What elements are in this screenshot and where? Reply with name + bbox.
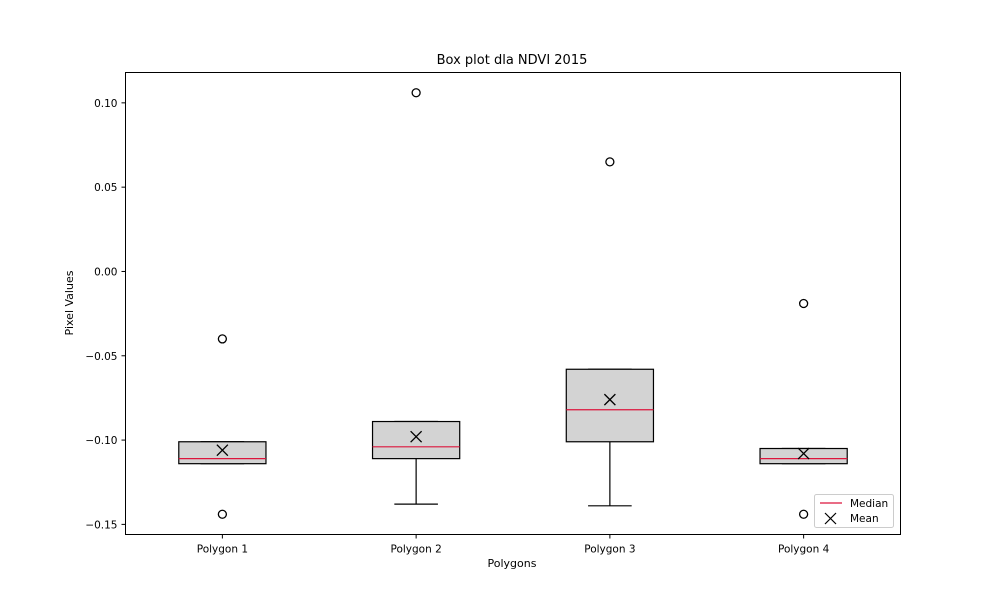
mean-marker-stroke xyxy=(797,447,810,460)
iqr-box xyxy=(371,420,461,460)
box-2 xyxy=(371,88,461,505)
mean-marker xyxy=(797,447,810,460)
boxes-group xyxy=(178,88,848,519)
legend-mean-swatch xyxy=(824,512,837,525)
mean-marker xyxy=(410,430,423,443)
y-axis: 0.10 0.05 0.00 −0.05 −0.10 −0.15 xyxy=(85,98,126,531)
y-tick-label: −0.05 xyxy=(85,351,117,363)
x-tick-label: Polygon 1 xyxy=(197,544,248,556)
y-tick-label: −0.10 xyxy=(85,435,117,447)
y-tick-label: 0.10 xyxy=(94,98,117,110)
outlier-point xyxy=(798,509,809,519)
x-axis-label: Polygons xyxy=(488,557,537,570)
mean-marker xyxy=(603,393,616,406)
chart-title: Box plot dla NDVI 2015 xyxy=(437,53,588,68)
legend-mean-label: Mean xyxy=(850,513,879,525)
box-3 xyxy=(565,157,655,507)
outlier-point xyxy=(798,298,809,309)
x-tick-label: Polygon 3 xyxy=(584,544,635,556)
x-tick-label: Polygon 2 xyxy=(390,544,441,556)
outlier-point xyxy=(217,334,228,344)
outlier-point xyxy=(605,157,615,167)
iqr-box xyxy=(565,368,655,443)
box-4 xyxy=(759,298,848,519)
legend: Median Mean xyxy=(814,494,894,528)
mean-marker-stroke xyxy=(216,444,229,457)
outlier-point xyxy=(411,88,421,98)
x-axis: Polygon 1 Polygon 2 Polygon 3 Polygon 4 xyxy=(197,534,830,556)
mean-marker xyxy=(216,444,229,457)
mean-marker-stroke xyxy=(410,430,423,443)
outlier-point xyxy=(217,509,228,519)
y-tick-label: 0.05 xyxy=(94,182,117,194)
iqr-box xyxy=(178,441,267,465)
y-axis-label: Pixel Values xyxy=(63,270,76,335)
legend-median-label: Median xyxy=(850,498,888,510)
plot-area-frame xyxy=(125,72,901,535)
x-tick-label: Polygon 4 xyxy=(778,544,830,556)
y-tick-label: 0.00 xyxy=(94,266,117,278)
box-1 xyxy=(178,334,267,519)
iqr-box xyxy=(759,447,848,465)
y-tick-label: −0.15 xyxy=(85,519,117,531)
mean-marker-stroke xyxy=(603,393,616,406)
